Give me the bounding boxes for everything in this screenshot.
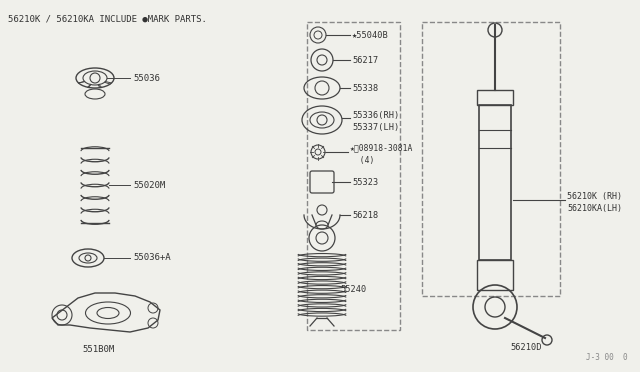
Bar — [422, 22, 560, 296]
Bar — [479, 105, 511, 260]
Text: 56210KA(LH): 56210KA(LH) — [567, 203, 622, 212]
Text: J-3 00  0: J-3 00 0 — [586, 353, 628, 362]
Text: 55020M: 55020M — [133, 180, 165, 189]
Text: 56218: 56218 — [352, 211, 378, 219]
Text: (4): (4) — [350, 155, 374, 164]
Text: 55240: 55240 — [340, 285, 366, 295]
Text: 56210K (RH): 56210K (RH) — [567, 192, 622, 201]
Text: 551B0M: 551B0M — [82, 346, 115, 355]
Text: 56217: 56217 — [352, 55, 378, 64]
Text: 56210D: 56210D — [510, 343, 541, 353]
Text: 55337(LH): 55337(LH) — [352, 122, 399, 131]
Text: 55036+A: 55036+A — [133, 253, 171, 263]
Text: ★Ⓝ08918-3081A: ★Ⓝ08918-3081A — [350, 144, 413, 153]
Text: 55336(RH): 55336(RH) — [352, 110, 399, 119]
Text: 56210K / 56210KA INCLUDE ●MARK PARTS.: 56210K / 56210KA INCLUDE ●MARK PARTS. — [8, 14, 207, 23]
Bar — [477, 260, 513, 290]
Text: ★55040B: ★55040B — [352, 31, 388, 39]
Text: 55323: 55323 — [352, 177, 378, 186]
Bar — [307, 22, 400, 330]
Text: 55338: 55338 — [352, 83, 378, 93]
Bar — [477, 90, 513, 105]
Text: 55036: 55036 — [133, 74, 160, 83]
